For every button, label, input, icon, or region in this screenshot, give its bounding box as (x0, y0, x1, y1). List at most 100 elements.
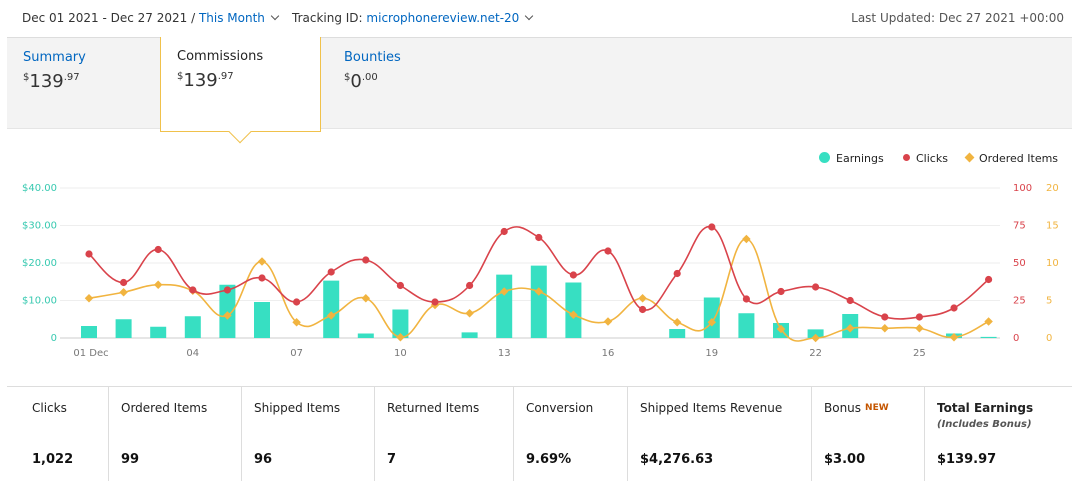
ordered-items-point (776, 324, 786, 334)
x-tick-label: 10 (394, 348, 407, 359)
earnings-bar (496, 274, 513, 338)
clicks-point (846, 296, 854, 305)
y-right-ordered-tick: 15 (1046, 221, 1059, 232)
y-left-tick: $20.00 (22, 258, 57, 269)
tab-bounties[interactable]: Bounties $0.00 (344, 50, 401, 92)
x-tick-label: 07 (290, 348, 303, 359)
stat-bonus-label: Bonus NEW (824, 401, 889, 415)
clicks-point (85, 250, 93, 258)
clicks-point (396, 281, 404, 290)
tracking-id-selector[interactable]: Tracking ID: microphonereview.net-20 (292, 11, 534, 25)
earnings-legend-icon (819, 152, 830, 163)
period-link[interactable]: This Month (198, 11, 265, 25)
ordered-items-point (326, 311, 336, 320)
stat-shipped-label: Shipped Items (254, 401, 341, 415)
legend-ordered-items[interactable]: Ordered Items (964, 152, 1058, 165)
stats-bar: Clicks 1,022 Ordered Items 99 Shipped It… (7, 386, 1072, 481)
ordered-items-point (845, 324, 855, 333)
stat-shipped-revenue: Shipped Items Revenue $4,276.63 (628, 387, 812, 481)
ordered-items-point (499, 287, 509, 296)
tab-bounties-amount: $0.00 (344, 71, 378, 92)
ordered-items-point (638, 294, 647, 303)
last-updated: Last Updated: Dec 27 2021 +00:00 (851, 11, 1064, 25)
clicks-point (812, 283, 820, 291)
clicks-point (985, 275, 993, 284)
y-left-tick: $40.00 (22, 183, 57, 194)
tab-commissions-label[interactable]: Commissions (177, 49, 264, 64)
x-tick-label: 22 (809, 348, 822, 359)
clicks-point (258, 274, 266, 282)
x-tick-label: 19 (705, 348, 718, 359)
tracking-id-link[interactable]: microphonereview.net-20 (366, 11, 520, 25)
earnings-bar (81, 326, 97, 338)
clicks-point (189, 286, 197, 294)
ordered-items-point (984, 317, 993, 326)
stat-ordered-items: Ordered Items 99 (109, 387, 242, 481)
earnings-bar (669, 329, 686, 338)
ordered-items-point (672, 318, 682, 327)
clicks-point (742, 295, 751, 303)
clicks-point (327, 268, 335, 276)
clicks-point (950, 304, 958, 312)
tab-commissions[interactable]: Commissions $139.97 (160, 37, 321, 144)
stat-revenue-label: Shipped Items Revenue (640, 401, 783, 415)
clicks-point (604, 247, 612, 255)
x-tick-label: 13 (498, 348, 511, 359)
tab-bounties-label[interactable]: Bounties (344, 50, 401, 65)
stat-bonus: Bonus NEW $3.00 (812, 387, 925, 481)
tab-commissions-amount: $139.97 (177, 70, 234, 91)
stat-ordered-label: Ordered Items (121, 401, 208, 415)
tab-summary-label[interactable]: Summary (23, 50, 86, 65)
stat-shipped-value: 96 (254, 452, 273, 467)
clicks-point (293, 298, 301, 306)
earnings-bar (807, 329, 824, 338)
ordered-items-point (569, 310, 578, 319)
y-right-clicks-tick: 50 (1013, 258, 1026, 269)
earnings-bar (461, 332, 478, 338)
earnings-bar (323, 280, 340, 338)
tab-summary[interactable]: Summary $139.97 (23, 50, 86, 92)
y-right-ordered-tick: 5 (1046, 296, 1052, 307)
date-range-selector[interactable]: Dec 01 2021 - Dec 27 2021 / This Month (22, 11, 280, 25)
ordered-items-point (811, 333, 820, 343)
clicks-point (569, 271, 578, 279)
stat-bonus-value: $3.00 (824, 452, 866, 467)
stat-total-value: $139.97 (937, 452, 997, 467)
stat-conversion-label: Conversion (526, 401, 594, 415)
tracking-id-label: Tracking ID: (292, 11, 363, 25)
ordered-items-line (88, 238, 989, 342)
stat-total-sublabel: (Includes Bonus) (937, 419, 1032, 430)
y-right-clicks-tick: 100 (1013, 183, 1032, 194)
legend-earnings[interactable]: Earnings (819, 152, 884, 165)
clicks-point (120, 278, 128, 287)
earnings-bar (703, 297, 720, 338)
y-left-tick: 0 (51, 333, 57, 344)
chart-card (7, 128, 1072, 386)
clicks-point (777, 287, 785, 296)
new-badge: NEW (865, 403, 889, 413)
ordered-items-point (119, 288, 128, 297)
stat-returned-items: Returned Items 7 (375, 387, 514, 481)
ordered-items-point (707, 318, 717, 327)
earnings-bar (530, 265, 547, 338)
ordered-items-point (223, 311, 232, 320)
clicks-legend-icon (903, 154, 910, 161)
ordered-items-point (292, 318, 301, 327)
legend-clicks[interactable]: Clicks (903, 152, 948, 165)
earnings-bar (115, 319, 132, 338)
ordered-items-point (915, 324, 924, 333)
y-right-clicks-tick: 25 (1013, 296, 1026, 307)
clicks-point (535, 233, 543, 242)
stat-clicks-value: 1,022 (32, 452, 74, 467)
ordered-items-point (880, 324, 890, 333)
stat-returned-label: Returned Items (387, 401, 480, 415)
earnings-bar (150, 326, 167, 338)
stat-conversion: Conversion 9.69% (514, 387, 628, 481)
report-header: Dec 01 2021 - Dec 27 2021 / This Month T… (0, 0, 1072, 37)
ordered-items-point (84, 294, 94, 303)
earnings-bar (980, 336, 997, 338)
stat-shipped-items: Shipped Items 96 (242, 387, 375, 481)
ordered-items-point (603, 317, 613, 326)
stat-total-earnings: Total Earnings (Includes Bonus) $139.97 (925, 387, 1072, 481)
clicks-point (154, 245, 162, 254)
